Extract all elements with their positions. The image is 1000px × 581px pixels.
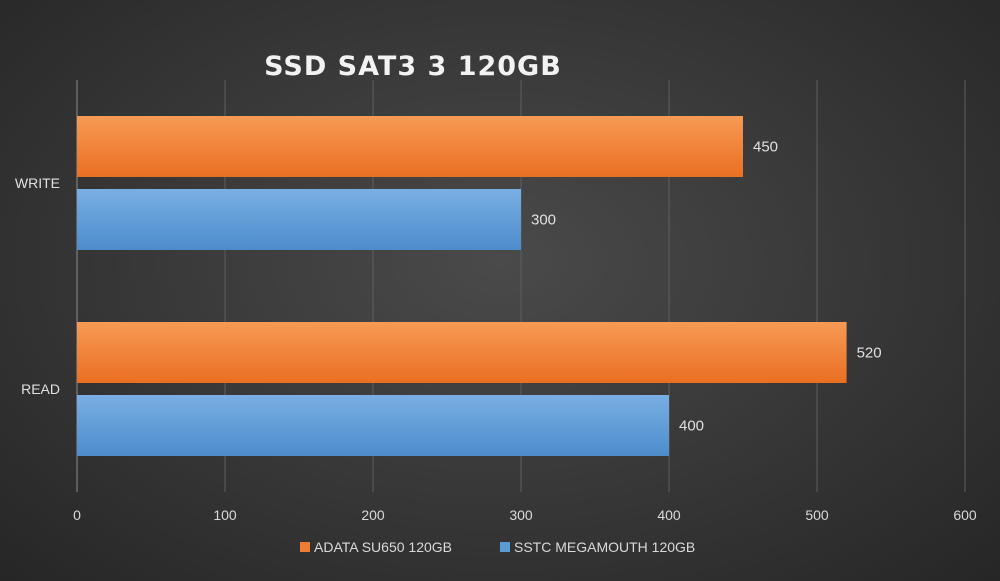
bar bbox=[77, 395, 669, 456]
x-axis-ticks: 0 100 200 300 400 500 600 bbox=[73, 507, 977, 523]
bar bbox=[77, 322, 847, 383]
x-tick-label: 400 bbox=[657, 507, 681, 523]
x-tick-label: 0 bbox=[73, 507, 81, 523]
legend: ADATA SU650 120GB SSTC MEGAMOUTH 120GB bbox=[300, 539, 695, 555]
x-tick-label: 100 bbox=[213, 507, 237, 523]
legend-swatch bbox=[300, 542, 310, 552]
data-label: 450 bbox=[753, 139, 778, 156]
data-label: 300 bbox=[531, 212, 556, 229]
category-label: WRITE bbox=[15, 175, 60, 191]
x-tick-label: 600 bbox=[953, 507, 977, 523]
bars: 450 300 520 400 bbox=[77, 116, 882, 456]
bar bbox=[77, 116, 743, 177]
bar bbox=[77, 189, 521, 250]
data-label: 520 bbox=[857, 345, 882, 362]
x-tick-label: 200 bbox=[361, 507, 385, 523]
x-tick-label: 300 bbox=[509, 507, 533, 523]
x-tick-label: 500 bbox=[805, 507, 829, 523]
category-labels: WRITE READ bbox=[15, 175, 60, 397]
data-label: 400 bbox=[679, 418, 704, 435]
legend-label: SSTC MEGAMOUTH 120GB bbox=[514, 539, 695, 555]
category-label: READ bbox=[21, 381, 60, 397]
legend-swatch bbox=[500, 542, 510, 552]
legend-label: ADATA SU650 120GB bbox=[314, 539, 452, 555]
chart-title: SSD SAT3 3 120GB bbox=[264, 51, 562, 82]
